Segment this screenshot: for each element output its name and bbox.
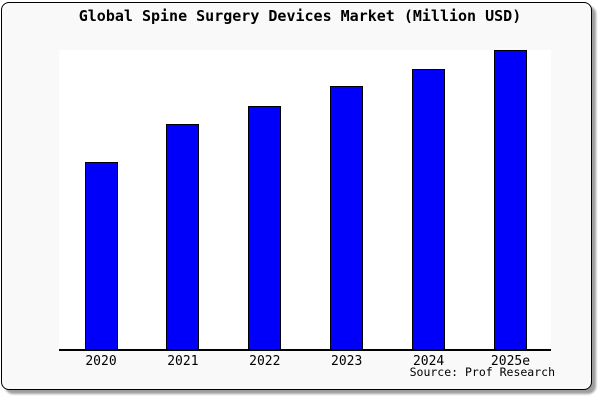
- x-tick-label-2021: 2021: [167, 354, 199, 369]
- bar-2021: [166, 124, 200, 349]
- x-tick-label-2024: 2024: [412, 354, 445, 369]
- x-tick-label-2023: 2023: [331, 354, 363, 369]
- source-credit: Source: Prof Research: [409, 365, 555, 379]
- x-tick-label-2020: 2020: [85, 354, 117, 369]
- x-tick-label-2022: 2022: [249, 354, 281, 369]
- bar-2025e: [494, 50, 527, 349]
- x-tick-label-2025e: 2025e: [490, 354, 531, 369]
- bar-2020: [84, 162, 118, 349]
- bar-2022: [248, 106, 282, 349]
- bar-2023: [330, 86, 364, 349]
- chart-title: Global Spine Surgery Devices Market (Mil…: [78, 7, 522, 25]
- plot-area: [59, 50, 551, 351]
- bar-2024: [412, 69, 446, 349]
